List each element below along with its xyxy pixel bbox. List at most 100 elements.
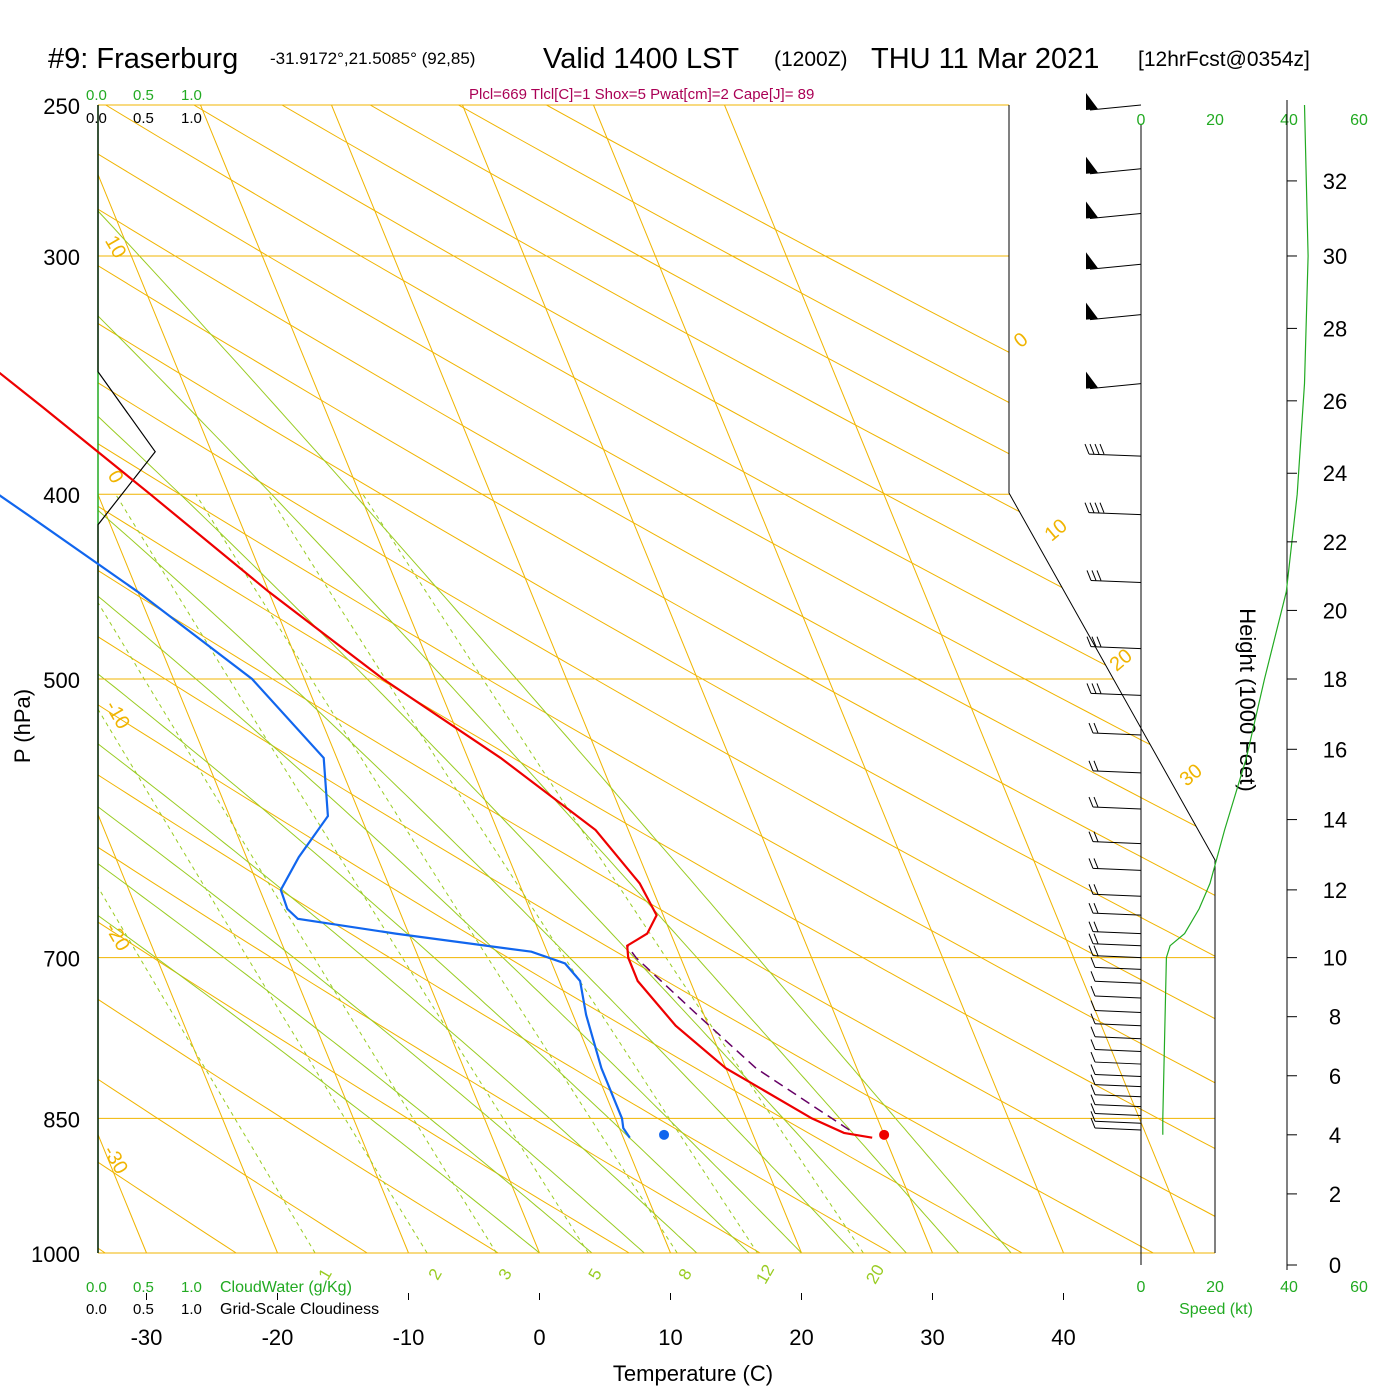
wind-barb-feather [1093, 831, 1099, 842]
wind-barb [1090, 1111, 1142, 1124]
wind-barb-staff [1092, 867, 1142, 871]
wind-barb [1086, 93, 1142, 111]
dry-adiabat [98, 105, 1215, 1253]
wind-barb [1088, 921, 1142, 935]
height-tick-label: 30 [1323, 244, 1347, 269]
stability-indices: Plcl=669 Tlcl[C]=1 Shox=5 Pwat[cm]=2 Cap… [469, 86, 814, 103]
temperature-profile [0, 371, 873, 1139]
isotherm-label: 0 [1010, 328, 1033, 352]
pressure-tick-label: 300 [43, 245, 80, 270]
pressure-tick-label: 1000 [31, 1242, 80, 1267]
wind-speed-top-tick: 0 [1137, 112, 1146, 129]
wind-barb-staff [1092, 912, 1142, 916]
isotherm-label: -10 [100, 697, 134, 733]
wind-barb-feather [1084, 443, 1090, 455]
pressure-tick-label: 500 [43, 668, 80, 693]
isotherm-label: 20 [1106, 645, 1137, 676]
wind-barb-feather [1088, 884, 1094, 895]
wind-barb-feather [1090, 1051, 1096, 1063]
wind-barb-staff [1094, 1094, 1142, 1098]
cloudiness-top-tick: 0.0 [86, 110, 107, 127]
wind-barb-staff [1094, 1010, 1142, 1014]
valid-zulu: (1200Z) [774, 48, 848, 71]
dry-adiabat [105, 105, 1215, 1253]
dry-adiabat [98, 105, 1215, 1253]
wind-barb-feather [1090, 1084, 1096, 1095]
wind-barb [1090, 1074, 1142, 1088]
wind-barb [1088, 760, 1142, 774]
valid-time: Valid 1400 LST [543, 43, 739, 75]
isotherm-label: 10 [1041, 515, 1072, 546]
wind-speed-top-tick: 20 [1206, 112, 1224, 129]
wind-barb-flag [1086, 156, 1098, 174]
wind-speed-top-tick: 40 [1280, 112, 1298, 129]
wind-speed-bottom-tick: 40 [1280, 1279, 1298, 1296]
wind-barb-staff [1094, 1084, 1142, 1088]
height-tick-label: 6 [1329, 1064, 1341, 1089]
wind-barb-feather [1090, 1013, 1096, 1024]
mixing-ratio-label: 2 [425, 1265, 446, 1283]
moist-adiabat [98, 105, 802, 1253]
pressure-tick-label: 700 [43, 947, 80, 972]
wind-barb-feather [1093, 760, 1099, 772]
wind-barb-staff [1092, 806, 1142, 810]
wind-barb-feather [1090, 971, 1096, 982]
cloudiness-label: Grid-Scale Cloudiness [220, 1301, 379, 1318]
moist-adiabat [98, 105, 960, 1253]
wind-barb [1086, 156, 1142, 175]
wind-barb-feather [1096, 570, 1102, 581]
wind-barb-feather [1086, 636, 1092, 647]
forecast-label: [12hrFcst@0354z] [1138, 48, 1310, 71]
plot-right-border [1008, 105, 1216, 1253]
cloudiness-top-tick: 1.0 [181, 110, 202, 127]
wind-barb-feather [1094, 502, 1100, 513]
cloudiness-profile [97, 105, 156, 1253]
wind-barb-staff [1092, 841, 1142, 845]
wind-barb [1090, 1000, 1142, 1014]
wind-barb [1088, 902, 1142, 916]
wind-speed-top-tick: 60 [1350, 112, 1368, 129]
wind-barb [1086, 302, 1142, 321]
height-tick-label: 10 [1323, 946, 1347, 971]
wind-barb-feather [1088, 945, 1094, 956]
mixing-ratio-label: 3 [495, 1265, 516, 1283]
cloudwater-label: CloudWater (g/Kg) [220, 1279, 352, 1296]
temperature-tick-label: -30 [131, 1325, 163, 1350]
wind-barb-feather [1088, 902, 1094, 914]
valid-date: THU 11 Mar 2021 [871, 43, 1099, 75]
wind-speed-profile [1162, 104, 1309, 1135]
height-tick-label: 14 [1323, 808, 1347, 833]
moist-adiabat [98, 105, 1012, 1253]
wind-barb [1086, 636, 1142, 650]
wind-barb-feather [1088, 831, 1094, 842]
wind-barb-feather [1089, 502, 1095, 513]
wind-barb-staff [1094, 1023, 1142, 1027]
moist-adiabat [98, 105, 698, 1253]
wind-barb-staff [1094, 1048, 1142, 1052]
mixing-ratio-label: 5 [585, 1265, 606, 1283]
wind-speed-bottom-tick: 0 [1137, 1279, 1146, 1296]
cloudwater-bottom-tick: 0.0 [86, 1279, 107, 1296]
mixing-ratio-line [362, 493, 864, 1253]
cloudiness-bottom-tick: 0.0 [86, 1301, 107, 1318]
wind-barb-feather [1093, 722, 1099, 734]
wind-barb [1086, 371, 1142, 390]
surface-temperature-point [879, 1129, 890, 1140]
wind-barb [1090, 1013, 1142, 1027]
height-tick-label: 12 [1323, 878, 1347, 903]
wind-barb [1090, 1103, 1142, 1116]
wind-barb-feather [1091, 570, 1097, 581]
wind-barb-feather [1093, 945, 1099, 956]
wind-barb-feather [1090, 1103, 1096, 1114]
wind-barb-feather [1086, 570, 1092, 581]
height-tick-label: 8 [1329, 1005, 1341, 1030]
wind-barb-feather [1090, 1094, 1096, 1105]
cloudiness-bottom-tick: 1.0 [181, 1301, 202, 1318]
wind-barb-feather [1096, 636, 1102, 647]
wind-speed-bottom-tick: 20 [1206, 1279, 1224, 1296]
mixing-ratio-line [267, 493, 758, 1253]
wind-barb [1086, 252, 1142, 270]
wind-barb-staff [1092, 955, 1142, 959]
temperature-tick-label: 40 [1051, 1325, 1075, 1350]
wind-barb [1084, 502, 1142, 516]
